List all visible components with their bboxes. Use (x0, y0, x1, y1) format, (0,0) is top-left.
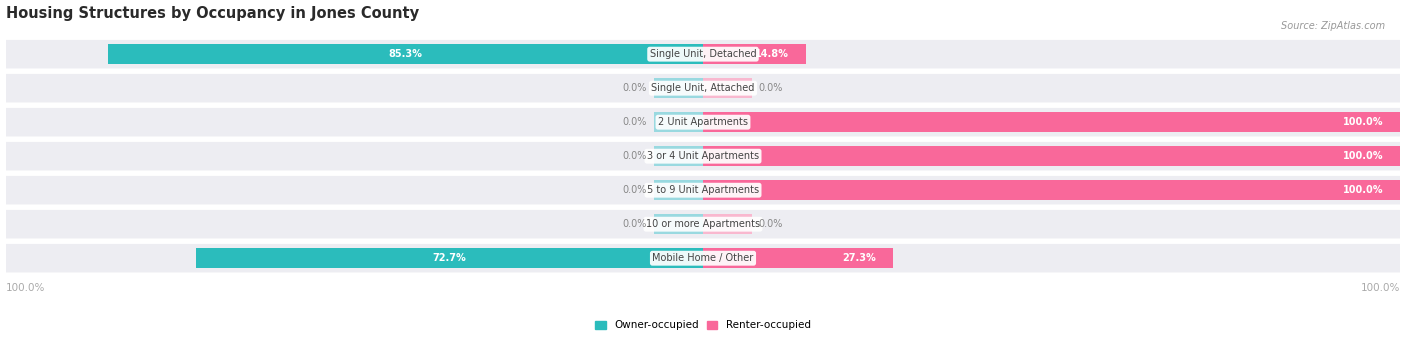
Bar (654, 180, 703, 200)
Text: 27.3%: 27.3% (842, 253, 876, 263)
Text: 0.0%: 0.0% (623, 117, 647, 127)
FancyBboxPatch shape (6, 210, 1400, 238)
Text: 100.0%: 100.0% (6, 283, 45, 293)
Text: Single Unit, Detached: Single Unit, Detached (650, 49, 756, 59)
FancyBboxPatch shape (6, 74, 1400, 103)
Bar (108, 44, 703, 64)
Text: Mobile Home / Other: Mobile Home / Other (652, 253, 754, 263)
Text: 10 or more Apartments: 10 or more Apartments (645, 219, 761, 229)
Bar (703, 214, 752, 234)
Text: 72.7%: 72.7% (433, 253, 467, 263)
Text: 0.0%: 0.0% (623, 151, 647, 161)
Text: 0.0%: 0.0% (623, 219, 647, 229)
Text: Single Unit, Attached: Single Unit, Attached (651, 83, 755, 93)
FancyBboxPatch shape (6, 244, 1400, 273)
FancyBboxPatch shape (6, 40, 1400, 68)
Bar (703, 78, 752, 98)
Bar (654, 112, 703, 132)
Text: 100.0%: 100.0% (1361, 283, 1400, 293)
Text: 0.0%: 0.0% (623, 185, 647, 195)
Text: 100.0%: 100.0% (1343, 151, 1384, 161)
Bar (654, 146, 703, 167)
Bar (703, 180, 1400, 200)
Bar (703, 112, 1400, 132)
Text: 0.0%: 0.0% (759, 219, 783, 229)
Bar (654, 78, 703, 98)
Text: 5 to 9 Unit Apartments: 5 to 9 Unit Apartments (647, 185, 759, 195)
FancyBboxPatch shape (6, 108, 1400, 136)
FancyBboxPatch shape (6, 176, 1400, 205)
Bar (703, 44, 806, 64)
Text: 100.0%: 100.0% (1343, 185, 1384, 195)
Bar (703, 146, 1400, 167)
Text: 100.0%: 100.0% (1343, 117, 1384, 127)
Text: 14.8%: 14.8% (755, 49, 789, 59)
Text: 0.0%: 0.0% (759, 83, 783, 93)
Text: 0.0%: 0.0% (623, 83, 647, 93)
Text: 85.3%: 85.3% (388, 49, 422, 59)
Text: 3 or 4 Unit Apartments: 3 or 4 Unit Apartments (647, 151, 759, 161)
Bar (703, 248, 893, 268)
Bar (654, 214, 703, 234)
Text: 2 Unit Apartments: 2 Unit Apartments (658, 117, 748, 127)
Legend: Owner-occupied, Renter-occupied: Owner-occupied, Renter-occupied (591, 316, 815, 334)
Text: Housing Structures by Occupancy in Jones County: Housing Structures by Occupancy in Jones… (6, 5, 419, 21)
FancyBboxPatch shape (6, 142, 1400, 170)
Bar (195, 248, 703, 268)
Text: Source: ZipAtlas.com: Source: ZipAtlas.com (1281, 21, 1385, 30)
